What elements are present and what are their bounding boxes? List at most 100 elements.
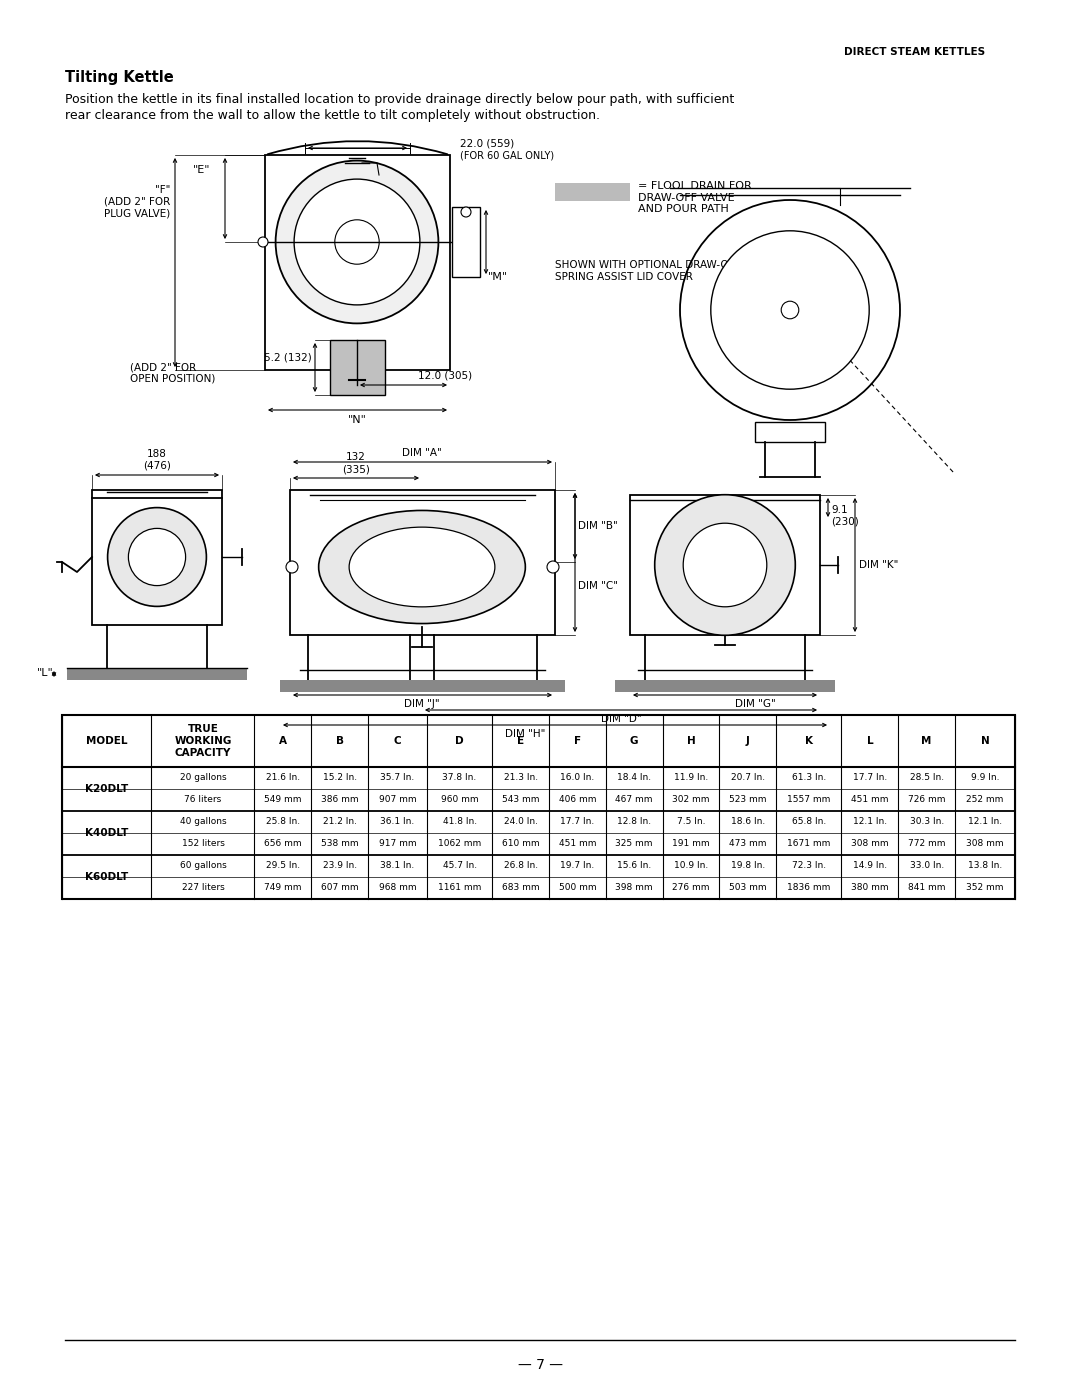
Bar: [453, 207, 480, 277]
Text: 749 mm: 749 mm: [265, 883, 301, 893]
Text: A: A: [279, 736, 287, 746]
Text: 21.3 In.: 21.3 In.: [503, 774, 538, 782]
Text: 132
(335): 132 (335): [342, 453, 370, 474]
Text: 37.8 In.: 37.8 In.: [443, 774, 476, 782]
Ellipse shape: [319, 510, 525, 623]
Text: 21.2 In.: 21.2 In.: [323, 817, 356, 827]
Text: 12.1 In.: 12.1 In.: [968, 817, 1002, 827]
Text: 386 mm: 386 mm: [321, 795, 359, 805]
Circle shape: [781, 302, 799, 319]
Text: 726 mm: 726 mm: [908, 795, 945, 805]
Text: 523 mm: 523 mm: [729, 795, 767, 805]
Text: 17.7 In.: 17.7 In.: [853, 774, 887, 782]
Text: 61.3 In.: 61.3 In.: [792, 774, 826, 782]
Bar: [265, 155, 450, 370]
Text: (ADD 2" FOR
OPEN POSITION): (ADD 2" FOR OPEN POSITION): [130, 362, 215, 384]
Circle shape: [461, 207, 471, 217]
Text: 11.9 In.: 11.9 In.: [674, 774, 708, 782]
Text: K40DLT: K40DLT: [85, 828, 129, 838]
Text: rear clearance from the wall to allow the kettle to tilt completely without obst: rear clearance from the wall to allow th…: [65, 109, 600, 122]
Bar: [630, 495, 820, 636]
Circle shape: [294, 179, 420, 305]
Text: "E": "E": [192, 165, 210, 175]
Text: 18.4 In.: 18.4 In.: [617, 774, 651, 782]
Text: 40 gallons: 40 gallons: [179, 817, 227, 827]
Text: N: N: [981, 736, 989, 746]
Text: 16.0 In.: 16.0 In.: [561, 774, 595, 782]
Bar: [615, 680, 835, 692]
Text: DIRECT STEAM KETTLES: DIRECT STEAM KETTLES: [843, 47, 985, 57]
Text: 503 mm: 503 mm: [729, 883, 767, 893]
Text: 841 mm: 841 mm: [908, 883, 945, 893]
Text: 500 mm: 500 mm: [558, 883, 596, 893]
Text: 15.2 In.: 15.2 In.: [323, 774, 356, 782]
Text: 1557 mm: 1557 mm: [787, 795, 831, 805]
Text: M: M: [921, 736, 932, 746]
Text: 33.0 In.: 33.0 In.: [909, 862, 944, 870]
Text: 10.9 In.: 10.9 In.: [674, 862, 708, 870]
Text: 26.8 In.: 26.8 In.: [503, 862, 538, 870]
Text: 549 mm: 549 mm: [265, 795, 301, 805]
Text: 1671 mm: 1671 mm: [787, 840, 831, 848]
Text: 15.6 In.: 15.6 In.: [617, 862, 651, 870]
Circle shape: [711, 231, 869, 390]
Text: DIM "J": DIM "J": [404, 698, 440, 710]
Bar: [62, 715, 1015, 900]
Text: D: D: [456, 736, 464, 746]
Text: 352 mm: 352 mm: [967, 883, 1003, 893]
Text: DIM "C": DIM "C": [578, 581, 618, 591]
Text: DIM "H": DIM "H": [504, 729, 545, 739]
Text: 607 mm: 607 mm: [321, 883, 359, 893]
Circle shape: [546, 562, 559, 573]
Text: 38.1 In.: 38.1 In.: [380, 862, 415, 870]
Circle shape: [275, 161, 438, 323]
Text: 276 mm: 276 mm: [672, 883, 710, 893]
Circle shape: [684, 524, 767, 606]
Text: DIM "G": DIM "G": [735, 698, 775, 710]
Text: 65.8 In.: 65.8 In.: [792, 817, 826, 827]
Text: (FOR 60 GAL ONLY): (FOR 60 GAL ONLY): [460, 151, 554, 161]
Text: 19.8 In.: 19.8 In.: [731, 862, 765, 870]
Text: 308 mm: 308 mm: [851, 840, 889, 848]
Text: 473 mm: 473 mm: [729, 840, 767, 848]
Text: 19.7 In.: 19.7 In.: [561, 862, 595, 870]
Text: "M": "M": [488, 272, 508, 282]
Text: Position the kettle in its final installed location to provide drainage directly: Position the kettle in its final install…: [65, 94, 734, 106]
Text: 538 mm: 538 mm: [321, 840, 359, 848]
Bar: [92, 490, 222, 624]
Circle shape: [335, 219, 379, 264]
Text: "F"
(ADD 2" FOR
PLUG VALVE): "F" (ADD 2" FOR PLUG VALVE): [104, 184, 170, 218]
Bar: [291, 490, 555, 636]
Text: 325 mm: 325 mm: [616, 840, 653, 848]
Bar: [555, 183, 630, 201]
Text: 20.7 In.: 20.7 In.: [731, 774, 765, 782]
Text: K: K: [805, 736, 813, 746]
Text: C: C: [394, 736, 402, 746]
Text: 188
(476): 188 (476): [143, 450, 171, 471]
Text: 152 liters: 152 liters: [181, 840, 225, 848]
Text: 380 mm: 380 mm: [851, 883, 889, 893]
Text: 1836 mm: 1836 mm: [787, 883, 831, 893]
Text: Tilting Kettle: Tilting Kettle: [65, 70, 174, 85]
Text: 960 mm: 960 mm: [441, 795, 478, 805]
Text: 72.3 In.: 72.3 In.: [792, 862, 826, 870]
Text: K20DLT: K20DLT: [85, 784, 129, 793]
Text: 14.9 In.: 14.9 In.: [853, 862, 887, 870]
Text: 41.8 In.: 41.8 In.: [443, 817, 476, 827]
Text: 610 mm: 610 mm: [502, 840, 539, 848]
Text: 683 mm: 683 mm: [502, 883, 539, 893]
Circle shape: [286, 562, 298, 573]
Circle shape: [258, 237, 268, 247]
Text: 12.0 (305): 12.0 (305): [418, 370, 472, 380]
Text: 467 mm: 467 mm: [616, 795, 653, 805]
Text: TRUE
WORKING
CAPACITY: TRUE WORKING CAPACITY: [174, 725, 231, 757]
Text: 772 mm: 772 mm: [908, 840, 945, 848]
Text: MODEL: MODEL: [86, 736, 127, 746]
Bar: [330, 339, 384, 395]
Text: 45.7 In.: 45.7 In.: [443, 862, 476, 870]
Text: "N": "N": [348, 415, 366, 425]
Text: F: F: [573, 736, 581, 746]
Text: L: L: [866, 736, 873, 746]
Text: 398 mm: 398 mm: [616, 883, 653, 893]
Text: DIM "A": DIM "A": [402, 448, 442, 458]
